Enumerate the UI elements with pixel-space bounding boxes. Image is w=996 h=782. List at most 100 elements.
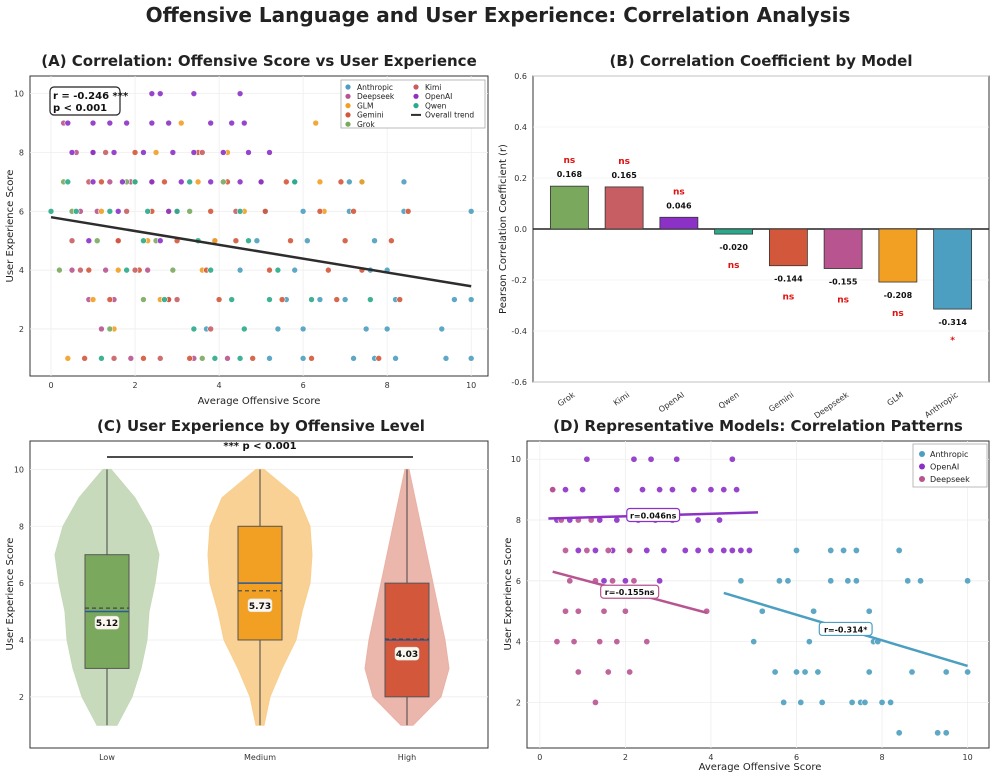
panel-c-xtick: Medium <box>244 753 276 762</box>
panel-a-point-deepseek <box>98 325 105 333</box>
panel-a-point-anthropic <box>341 296 349 303</box>
panel-b-value-label: -0.314 <box>938 318 967 327</box>
panel-d-point-anthropic <box>878 698 886 706</box>
panel-a-point-qwen <box>173 207 181 215</box>
panel-d-point-openai <box>737 546 745 554</box>
panel-a-point-glm <box>312 119 320 127</box>
panel-d-point-openai <box>583 455 591 463</box>
panel-d-point-deepseek <box>561 546 569 554</box>
panel-a-point-gemini <box>316 207 324 215</box>
panel-b-value-label: 0.168 <box>557 170 583 179</box>
panel-a-point-kimi <box>123 207 130 215</box>
panel-a-point-anthropic <box>392 355 399 362</box>
panel-b-bar-deepseek <box>823 228 863 269</box>
panel-d-point-openai <box>715 516 723 524</box>
panel-d-point-openai <box>681 546 689 554</box>
panel-d-point-openai <box>733 486 741 494</box>
panel-a-point-gemini <box>249 355 256 362</box>
panel-d-ytick: 6 <box>516 577 521 586</box>
legend-label: Overall trend <box>425 111 474 120</box>
panel-d-xtick: 6 <box>794 753 799 762</box>
panel-a-point-gemini <box>81 355 88 362</box>
panel-a-point-anthropic <box>400 178 408 186</box>
panel-a-ytick: 8 <box>19 148 24 157</box>
panel-d-point-openai <box>673 455 681 463</box>
panel-b-ytick: 0.2 <box>514 174 527 183</box>
figure-title: Offensive Language and User Experience: … <box>146 3 851 27</box>
panel-d-point-anthropic <box>844 577 852 585</box>
panel-c-ytick: 8 <box>19 522 24 531</box>
panel-d-point-anthropic <box>904 577 912 585</box>
panel-a-point-anthropic <box>442 355 450 362</box>
panel-a-point-qwen <box>106 207 114 215</box>
panel-b-ytick: 0.4 <box>514 123 527 132</box>
panel-a-point-glm <box>152 149 160 156</box>
panel-a-point-openai <box>148 119 156 127</box>
panel-a-stats-box: r = -0.246 *** p < 0.001 <box>49 86 129 116</box>
panel-d-point-anthropic <box>750 638 758 646</box>
panel-d-point-anthropic <box>814 668 822 676</box>
panel-c-title: (C) User Experience by Offensive Level <box>97 417 425 435</box>
panel-b-bar-kimi <box>604 186 644 230</box>
panel-d-point-anthropic <box>797 698 805 706</box>
panel-d-point-deepseek <box>574 668 582 676</box>
panel-d-point-openai <box>591 546 599 554</box>
panel-a-xtick: 10 <box>466 381 476 390</box>
panel-a-point-openai <box>219 149 227 156</box>
panel-d-point-openai <box>728 455 736 463</box>
panel-d-point-anthropic <box>758 607 766 615</box>
panel-a-point-gemini <box>308 355 315 362</box>
panel-a-point-anthropic <box>266 355 273 362</box>
panel-d-point-anthropic <box>934 729 942 737</box>
panel-a-point-kimi <box>131 266 139 274</box>
panel-a-xtick: 2 <box>132 381 137 390</box>
panel-a-point-grok <box>93 237 101 245</box>
panel-d-point-anthropic <box>865 668 873 676</box>
panel-a-point-glm <box>114 266 122 274</box>
panel-a-point-grok <box>140 296 147 303</box>
panel-d-point-openai <box>745 546 753 554</box>
legend-label: Gemini <box>357 111 384 120</box>
panel-d-point-openai <box>694 546 702 554</box>
panel-a-point-deepseek <box>224 355 231 362</box>
panel-a-point-anthropic <box>438 325 446 333</box>
panel-a-point-anthropic <box>304 237 311 245</box>
panel-a-point-qwen <box>274 266 282 274</box>
panel-d-point-openai <box>668 486 676 494</box>
panel-d-point-openai <box>690 486 698 494</box>
panel-d-point-anthropic <box>780 698 788 706</box>
panel-d-legend-swatch-openai <box>919 463 925 470</box>
panel-a-point-gemini <box>337 178 345 186</box>
panel-d-point-openai <box>630 455 638 463</box>
panel-b-ylabel: Pearson Correlation Coefficient (r) <box>498 144 509 314</box>
panel-b-bar-anthropic <box>933 228 973 310</box>
panel-a-point-kimi <box>207 325 214 333</box>
panel-a-point-qwen <box>207 266 214 274</box>
panel-a-point-gemini <box>114 237 122 245</box>
panel-b-ytick: -0.2 <box>511 276 527 285</box>
panel-a-point-openai <box>190 90 198 97</box>
panel-d-point-anthropic <box>887 698 895 706</box>
panel-a-point-deepseek <box>144 266 151 274</box>
panel-a-ytick: 2 <box>19 325 24 334</box>
panel-d-r-label-openai: r=0.046ns <box>630 511 677 520</box>
panel-c-mean-label-bg <box>394 646 420 661</box>
panel-d-ytick: 8 <box>516 516 521 525</box>
panel-d-legend-swatch-anthropic <box>919 451 925 457</box>
panel-a-point-anthropic <box>451 296 458 303</box>
panel-d-point-openai <box>579 486 587 494</box>
panel-a-point-anthropic <box>316 296 324 303</box>
panel-a-point-anthropic <box>467 207 475 215</box>
panel-a-point-anthropic <box>291 266 299 274</box>
panel-c-ylabel: User Experience Score <box>5 538 16 651</box>
panel-d-point-anthropic <box>852 546 860 554</box>
panel-a-point-openai <box>119 178 126 186</box>
panel-a-point-anthropic <box>346 178 353 186</box>
panel-d-r-label-box <box>626 507 681 523</box>
legend-label: GLM <box>357 101 373 110</box>
panel-d-legend-label: Deepseek <box>930 475 970 484</box>
panel-b-bar-openai <box>659 216 699 230</box>
panel-a-point-qwen <box>161 296 168 303</box>
panel-a-point-openai <box>64 119 72 127</box>
